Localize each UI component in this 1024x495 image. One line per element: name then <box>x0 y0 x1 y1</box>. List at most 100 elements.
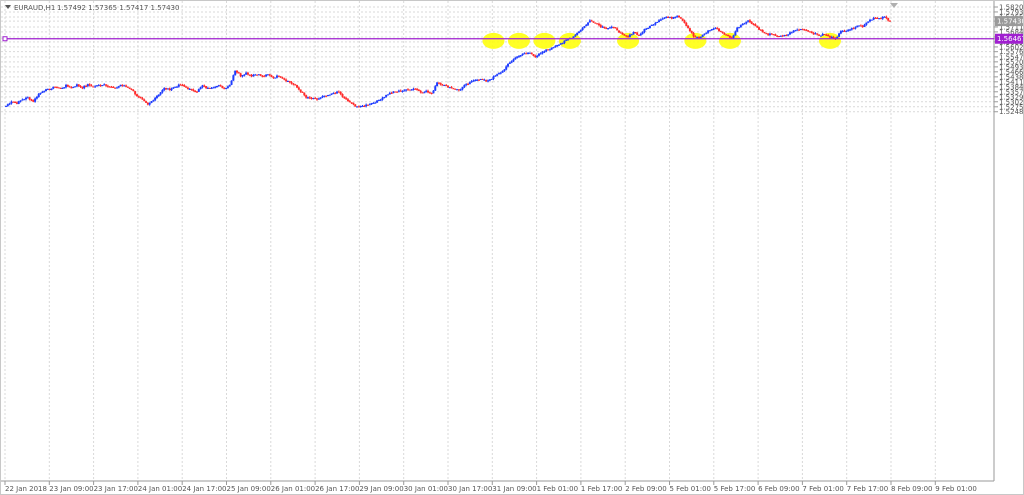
time-tick-label: 1 Feb 01:00 <box>537 485 578 493</box>
candle-body <box>494 75 497 77</box>
candle-body <box>354 104 357 107</box>
candle-body <box>521 53 524 56</box>
candle-body <box>763 32 766 34</box>
candle-body <box>632 32 635 35</box>
candle-body <box>8 103 11 105</box>
candle-body <box>168 88 171 91</box>
candle-body <box>152 100 155 102</box>
candle-body <box>768 33 771 35</box>
candle-body <box>214 87 217 89</box>
candle-body <box>317 98 320 100</box>
candle-body <box>379 99 382 101</box>
candle-body <box>328 94 331 96</box>
support-touch-highlight <box>533 32 556 49</box>
dropdown-triangle-icon[interactable] <box>5 5 11 9</box>
candle-body <box>530 52 533 55</box>
candle-body <box>550 47 553 50</box>
candle-body <box>75 84 78 87</box>
candle-body <box>195 91 198 93</box>
candle-body <box>698 36 701 38</box>
candle-body <box>534 55 537 58</box>
candle-body <box>679 17 682 19</box>
candle-body <box>467 84 470 86</box>
candle-body <box>814 33 817 35</box>
candle-body <box>26 97 29 99</box>
candle-body <box>847 30 850 32</box>
candle-body <box>348 101 351 103</box>
candle-body <box>95 85 98 87</box>
candle-body <box>887 18 890 21</box>
price-axis-labels: 1.582001.579301.576551.574301.571101.568… <box>994 4 1023 116</box>
candle-body <box>608 27 611 29</box>
candle-body <box>758 27 761 30</box>
time-tick-label: 5 Feb 01:00 <box>670 485 711 493</box>
candle-body <box>661 18 664 20</box>
candle-body <box>336 91 339 94</box>
time-tick-label: 24 Jan 17:00 <box>182 485 226 493</box>
candle-body <box>350 102 353 104</box>
price-tick-label: 1.53840 <box>999 83 1023 91</box>
candle-body <box>179 84 182 86</box>
candle-body <box>39 92 42 94</box>
candle-body <box>650 24 653 26</box>
candle-body <box>183 85 186 87</box>
candle-body <box>785 35 788 37</box>
candle-body <box>516 56 519 58</box>
candle-body <box>861 25 864 27</box>
candle-body <box>172 87 175 89</box>
candle-body <box>376 100 379 103</box>
candle-body <box>805 29 808 31</box>
candles <box>5 15 891 108</box>
candle-body <box>112 86 115 88</box>
candle-body <box>441 84 444 86</box>
candle-body <box>583 26 586 28</box>
candle-body <box>205 86 208 89</box>
level-price-label: 1.56467 <box>997 35 1023 43</box>
candle-body <box>841 30 844 32</box>
candle-body <box>507 63 510 67</box>
candle-body <box>330 93 333 95</box>
candle-body <box>488 79 491 81</box>
candle-body <box>299 89 302 92</box>
price-tick-label: 1.53025 <box>999 98 1023 106</box>
horizontal-level[interactable]: 1.56467 <box>2 33 1023 44</box>
time-tick-label: 22 Jan 2018 <box>5 485 47 493</box>
candle-body <box>110 86 113 88</box>
candle-body <box>323 95 326 97</box>
candle-body <box>541 51 544 54</box>
candle-body <box>696 36 699 38</box>
candle-body <box>421 92 424 94</box>
candle-body <box>121 84 124 86</box>
candle-body <box>654 22 657 25</box>
candle-body <box>321 96 324 98</box>
candle-body <box>232 75 235 81</box>
candle-body <box>143 99 146 102</box>
time-tick-label: 6 Feb 09:00 <box>758 485 799 493</box>
candle-body <box>406 89 409 91</box>
candle-body <box>392 91 395 94</box>
candle-body <box>479 78 482 80</box>
candle-body <box>225 88 228 90</box>
candle-body <box>636 32 639 35</box>
candle-body <box>46 88 49 90</box>
candle-body <box>396 91 399 93</box>
candle-body <box>552 47 555 49</box>
price-tick-label: 1.53570 <box>999 88 1023 96</box>
candle-body <box>798 29 801 31</box>
candle-body <box>487 80 490 82</box>
current-price-tag <box>995 16 1023 27</box>
candle-body <box>738 27 741 29</box>
candle-body <box>385 94 388 97</box>
candle-body <box>254 74 257 76</box>
candle-body <box>265 74 268 77</box>
candle-body <box>230 80 233 85</box>
candle-body <box>741 23 744 26</box>
candle-body <box>537 53 540 56</box>
candle-body <box>734 31 737 36</box>
level-handle[interactable] <box>2 36 8 42</box>
candle-body <box>610 26 613 28</box>
candle-body <box>105 84 108 86</box>
candle-body <box>217 85 220 87</box>
